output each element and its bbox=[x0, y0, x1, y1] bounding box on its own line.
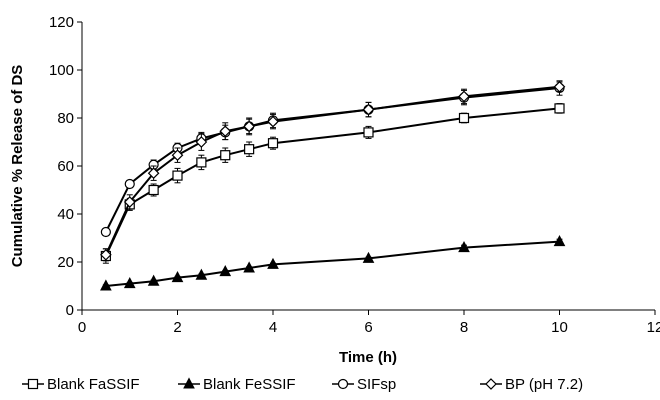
x-tick-label: 2 bbox=[173, 319, 181, 336]
data-point bbox=[148, 184, 159, 196]
data-point bbox=[147, 274, 160, 286]
data-point bbox=[171, 271, 184, 283]
legend-marker bbox=[27, 378, 39, 390]
y-tick-label: 60 bbox=[57, 158, 74, 175]
data-point bbox=[123, 277, 136, 289]
legend-item: Blank FaSSIF bbox=[22, 376, 140, 393]
legend-item: BP (pH 7.2) bbox=[480, 376, 583, 393]
data-point bbox=[267, 138, 279, 149]
data-point bbox=[554, 103, 565, 114]
x-tick-label: 12 bbox=[647, 319, 660, 336]
data-point bbox=[124, 178, 135, 190]
data-point bbox=[100, 248, 112, 261]
series-line bbox=[104, 87, 560, 233]
y-tick-label: 0 bbox=[66, 302, 74, 319]
data-point bbox=[219, 265, 232, 277]
data-point bbox=[219, 125, 232, 138]
y-tick-label: 80 bbox=[57, 110, 74, 127]
x-tick-label: 4 bbox=[269, 319, 277, 336]
data-point bbox=[220, 150, 231, 161]
data-point bbox=[171, 149, 184, 162]
data-point bbox=[553, 235, 566, 247]
data-point bbox=[244, 144, 255, 155]
data-point bbox=[243, 120, 255, 133]
x-axis-title: Time (h) bbox=[339, 349, 397, 366]
series-4 bbox=[100, 80, 566, 262]
x-tick-label: 0 bbox=[78, 319, 86, 336]
series-layer bbox=[100, 80, 566, 291]
legend-label: Blank FeSSIF bbox=[203, 376, 296, 393]
legend-marker bbox=[485, 378, 497, 390]
axes bbox=[81, 22, 655, 311]
legend-item: SIFsp bbox=[332, 376, 396, 393]
data-point bbox=[363, 127, 374, 138]
legend-label: Blank FaSSIF bbox=[47, 376, 140, 393]
y-tick-label: 40 bbox=[57, 206, 74, 223]
data-point bbox=[458, 241, 470, 253]
legend-marker bbox=[183, 377, 195, 389]
legend-marker bbox=[337, 378, 349, 390]
legend-label: BP (pH 7.2) bbox=[505, 376, 583, 393]
x-tick-label: 10 bbox=[551, 319, 568, 336]
series-line bbox=[104, 107, 560, 257]
data-point bbox=[147, 167, 160, 180]
legend-item: Blank FeSSIF bbox=[178, 376, 296, 393]
data-point bbox=[195, 268, 208, 280]
x-tick-label: 8 bbox=[460, 319, 468, 336]
data-point bbox=[100, 226, 111, 238]
data-point bbox=[123, 196, 136, 208]
data-point bbox=[458, 112, 470, 124]
data-point bbox=[243, 261, 255, 273]
series-3 bbox=[100, 80, 565, 238]
x-tick-label: 6 bbox=[364, 319, 372, 336]
series-1 bbox=[100, 103, 565, 264]
legend-label: SIFsp bbox=[357, 376, 396, 393]
data-point bbox=[172, 170, 183, 181]
data-point bbox=[362, 103, 375, 116]
legend: Blank FaSSIF Blank FeSSIF SIFsp BP (pH 7.2) bbox=[22, 376, 583, 393]
y-axis-title: Cumulative % Release of DS bbox=[9, 65, 26, 268]
y-tick-label: 120 bbox=[49, 14, 74, 31]
y-tick-label: 100 bbox=[49, 62, 74, 79]
data-point bbox=[196, 157, 207, 168]
x-axis-ticks: 0 2 4 6 8 10 12 bbox=[78, 310, 660, 336]
y-tick-label: 20 bbox=[57, 254, 74, 271]
data-point bbox=[195, 136, 208, 148]
data-point bbox=[267, 115, 279, 128]
series-2 bbox=[100, 235, 566, 291]
data-point bbox=[458, 90, 470, 103]
data-point bbox=[100, 279, 112, 291]
y-axis-ticks: 0 20 40 60 80 100 120 bbox=[49, 14, 82, 319]
data-point bbox=[553, 80, 566, 93]
data-point bbox=[362, 251, 375, 263]
data-point bbox=[267, 257, 279, 269]
